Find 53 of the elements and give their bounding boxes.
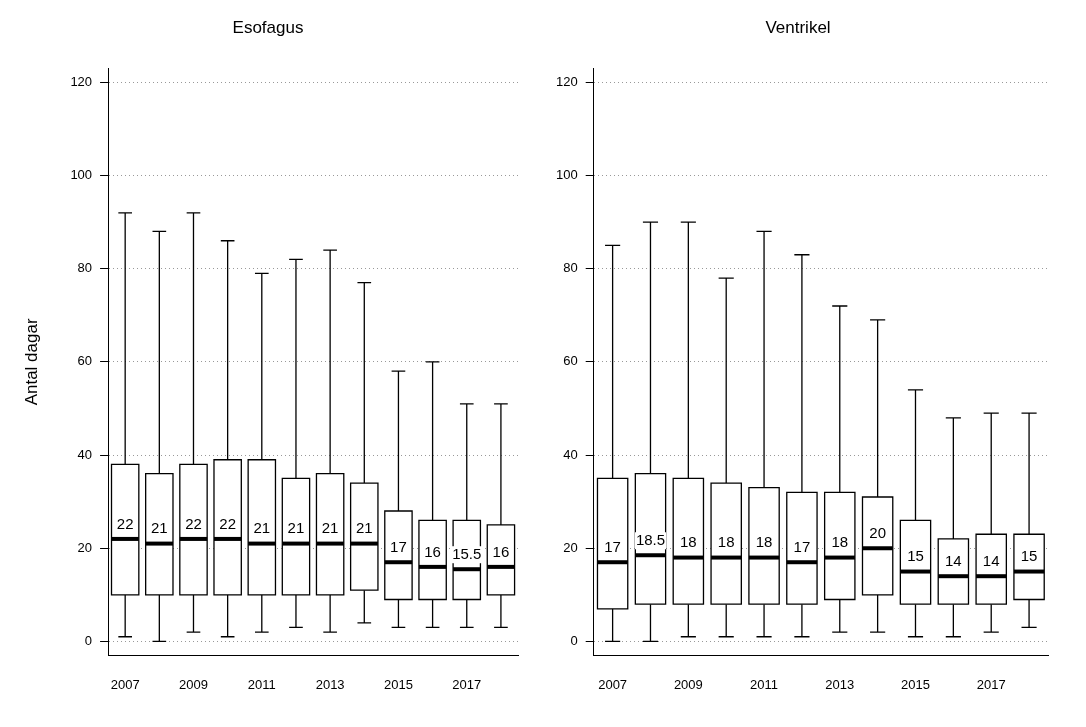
text: 21 xyxy=(321,519,339,537)
x-tick-label: 2007 xyxy=(598,676,628,692)
x-tick-label: 2017 xyxy=(452,676,482,692)
text: 21 xyxy=(355,519,373,537)
text: 17 xyxy=(793,537,811,555)
text: 20 xyxy=(869,523,886,541)
y-tick-label: 60 xyxy=(77,353,93,369)
text: 16 xyxy=(492,542,510,560)
y-tick-label: 40 xyxy=(563,446,578,462)
y-tick-label: 60 xyxy=(563,353,578,369)
y-tick-label: 80 xyxy=(563,260,578,276)
text: 18 xyxy=(831,533,849,551)
y-tick-label: 20 xyxy=(563,539,578,555)
text: 22 xyxy=(219,514,236,532)
x-tick-label: 2015 xyxy=(383,676,413,692)
text: 21 xyxy=(253,519,271,537)
y-tick-label: 0 xyxy=(84,633,93,648)
text: 18 xyxy=(755,533,773,551)
text: 18 xyxy=(679,533,697,551)
x-tick-label: 2009 xyxy=(179,676,208,692)
text: 18.5 xyxy=(635,530,666,548)
chart-title: Esofagus xyxy=(232,17,304,37)
y-tick-label: 100 xyxy=(555,167,578,183)
text: 14 xyxy=(945,551,962,569)
text: 15 xyxy=(1020,547,1038,565)
text: 21 xyxy=(150,519,168,537)
chart-title: Ventrikel xyxy=(765,17,831,37)
x-tick-label: 2007 xyxy=(110,676,140,692)
text: 22 xyxy=(185,514,202,532)
y-tick-label: 40 xyxy=(77,446,93,462)
y-tick-label: 100 xyxy=(70,167,93,183)
text: 21 xyxy=(287,519,305,537)
text: 17 xyxy=(390,537,407,555)
text: 15.5 xyxy=(452,544,482,562)
x-tick-label: 2013 xyxy=(315,676,345,692)
text: 18 xyxy=(717,533,735,551)
x-tick-label: 2015 xyxy=(901,676,930,692)
y-tick-label: 0 xyxy=(570,633,578,648)
x-tick-label: 2017 xyxy=(976,676,1006,692)
text: 22 xyxy=(116,514,134,532)
x-tick-label: 2011 xyxy=(750,676,779,692)
y-tick-label: 120 xyxy=(555,73,578,89)
x-tick-label: 2013 xyxy=(825,676,855,692)
y-tick-label: 120 xyxy=(70,73,93,89)
text: 17 xyxy=(604,537,621,555)
text: 15 xyxy=(907,547,924,565)
y-tick-label: 20 xyxy=(77,539,93,555)
text: 16 xyxy=(424,542,441,560)
x-tick-label: 2009 xyxy=(673,676,703,692)
y-axis-title: Antal dagar xyxy=(21,318,41,406)
y-tick-label: 80 xyxy=(77,260,93,276)
x-tick-label: 2011 xyxy=(247,676,276,692)
text: 14 xyxy=(982,551,1000,569)
